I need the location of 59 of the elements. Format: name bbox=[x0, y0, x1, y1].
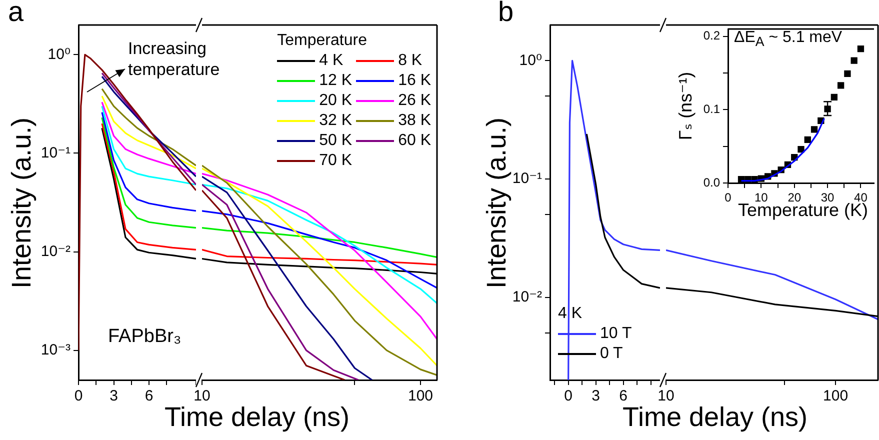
x-tick-label: 10 bbox=[194, 388, 210, 405]
legend-label: 60 K bbox=[398, 131, 431, 151]
point bbox=[810, 126, 818, 133]
point bbox=[837, 82, 844, 89]
y-tick-label: 10⁻³ bbox=[40, 341, 70, 358]
x-axis-title: Time delay (ns) bbox=[622, 402, 808, 433]
x-tick-label: 6 bbox=[619, 388, 628, 405]
y-tick-label: 0.1 bbox=[703, 102, 720, 116]
point bbox=[850, 57, 858, 64]
point bbox=[830, 94, 838, 101]
legend-title: Temperature bbox=[277, 31, 368, 51]
x-tick-label: 20 bbox=[788, 190, 802, 204]
legend-label: 8 K bbox=[398, 51, 422, 71]
x-tick-label: 3 bbox=[110, 388, 118, 405]
y-axis-title: Intensity (a.u.) bbox=[482, 116, 512, 288]
x-tick-label: 3 bbox=[592, 388, 600, 405]
legend-label: 12 K bbox=[319, 71, 352, 91]
annotation: Increasing temperature bbox=[128, 38, 221, 80]
x-tick-label: 10 bbox=[658, 388, 674, 405]
legend-label: 50 K bbox=[319, 131, 352, 151]
x-tick-label: 30 bbox=[820, 190, 835, 204]
legend-label: 32 K bbox=[319, 111, 352, 131]
legend-label: 38 K bbox=[398, 111, 431, 131]
legend-label: 16 K bbox=[398, 71, 431, 91]
x-tick-label: 6 bbox=[144, 388, 154, 405]
x-tick-label: 100 bbox=[408, 388, 434, 405]
legend-label: 0 T bbox=[600, 344, 623, 364]
y-tick-label: 10⁻² bbox=[512, 288, 542, 306]
legend-label: 70 K bbox=[319, 151, 352, 171]
point bbox=[844, 70, 851, 78]
x-tick-label: 100 bbox=[823, 388, 848, 405]
point bbox=[798, 146, 804, 153]
annotation: FAPbBr₃ bbox=[108, 325, 182, 349]
legend-label: 10 T bbox=[600, 324, 632, 344]
x-tick-label: 0 bbox=[74, 388, 83, 405]
x-axis-title: Time delay (ns) bbox=[164, 402, 350, 433]
y-tick-label: 10⁻¹ bbox=[512, 170, 542, 188]
x-tick-label: 0 bbox=[724, 190, 732, 204]
legend-title: 4 K bbox=[558, 304, 584, 324]
x-tick-label: 0 bbox=[564, 388, 573, 405]
point bbox=[804, 136, 811, 144]
chart-title: a bbox=[8, 0, 24, 28]
y-tick-label: 10⁻¹ bbox=[40, 144, 70, 162]
legend-label: 20 K bbox=[319, 91, 352, 111]
y-tick-label: 10⁻² bbox=[40, 242, 70, 260]
y-tick-label: 0.2 bbox=[703, 28, 720, 43]
y-axis-title: Γₛ (ns⁻¹) bbox=[676, 72, 696, 140]
y-tick-label: 10⁰ bbox=[48, 46, 70, 63]
chart-title: b bbox=[498, 0, 514, 28]
legend-label: 4 K bbox=[319, 51, 344, 71]
y-tick-label: 0.0 bbox=[703, 175, 720, 190]
point bbox=[824, 106, 831, 112]
legend-label: 26 K bbox=[398, 91, 431, 111]
y-tick-label: 10⁰ bbox=[519, 52, 542, 69]
annotation: ΔE$_{A}$ ~ 5.1 meV bbox=[734, 28, 844, 51]
x-tick-label: 40 bbox=[854, 190, 868, 204]
point bbox=[857, 45, 864, 52]
x-tick-label: 10 bbox=[754, 190, 768, 204]
y-axis-title: Intensity (a.u.) bbox=[6, 116, 38, 288]
